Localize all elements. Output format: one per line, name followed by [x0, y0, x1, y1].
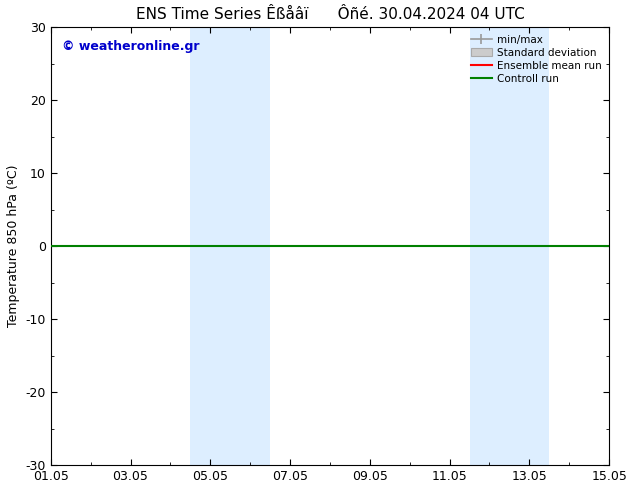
Bar [470, 27, 549, 465]
Legend: min/max, Standard deviation, Ensemble mean run, Controll run: min/max, Standard deviation, Ensemble me… [467, 30, 606, 88]
Title: ENS Time Series Êßåâï      Ôñé. 30.04.2024 04 UTC: ENS Time Series Êßåâï Ôñé. 30.04.2024 04… [136, 7, 524, 22]
Y-axis label: Temperature 850 hPa (ºC): Temperature 850 hPa (ºC) [7, 165, 20, 327]
Bar [190, 27, 270, 465]
Text: © weatheronline.gr: © weatheronline.gr [62, 40, 200, 53]
